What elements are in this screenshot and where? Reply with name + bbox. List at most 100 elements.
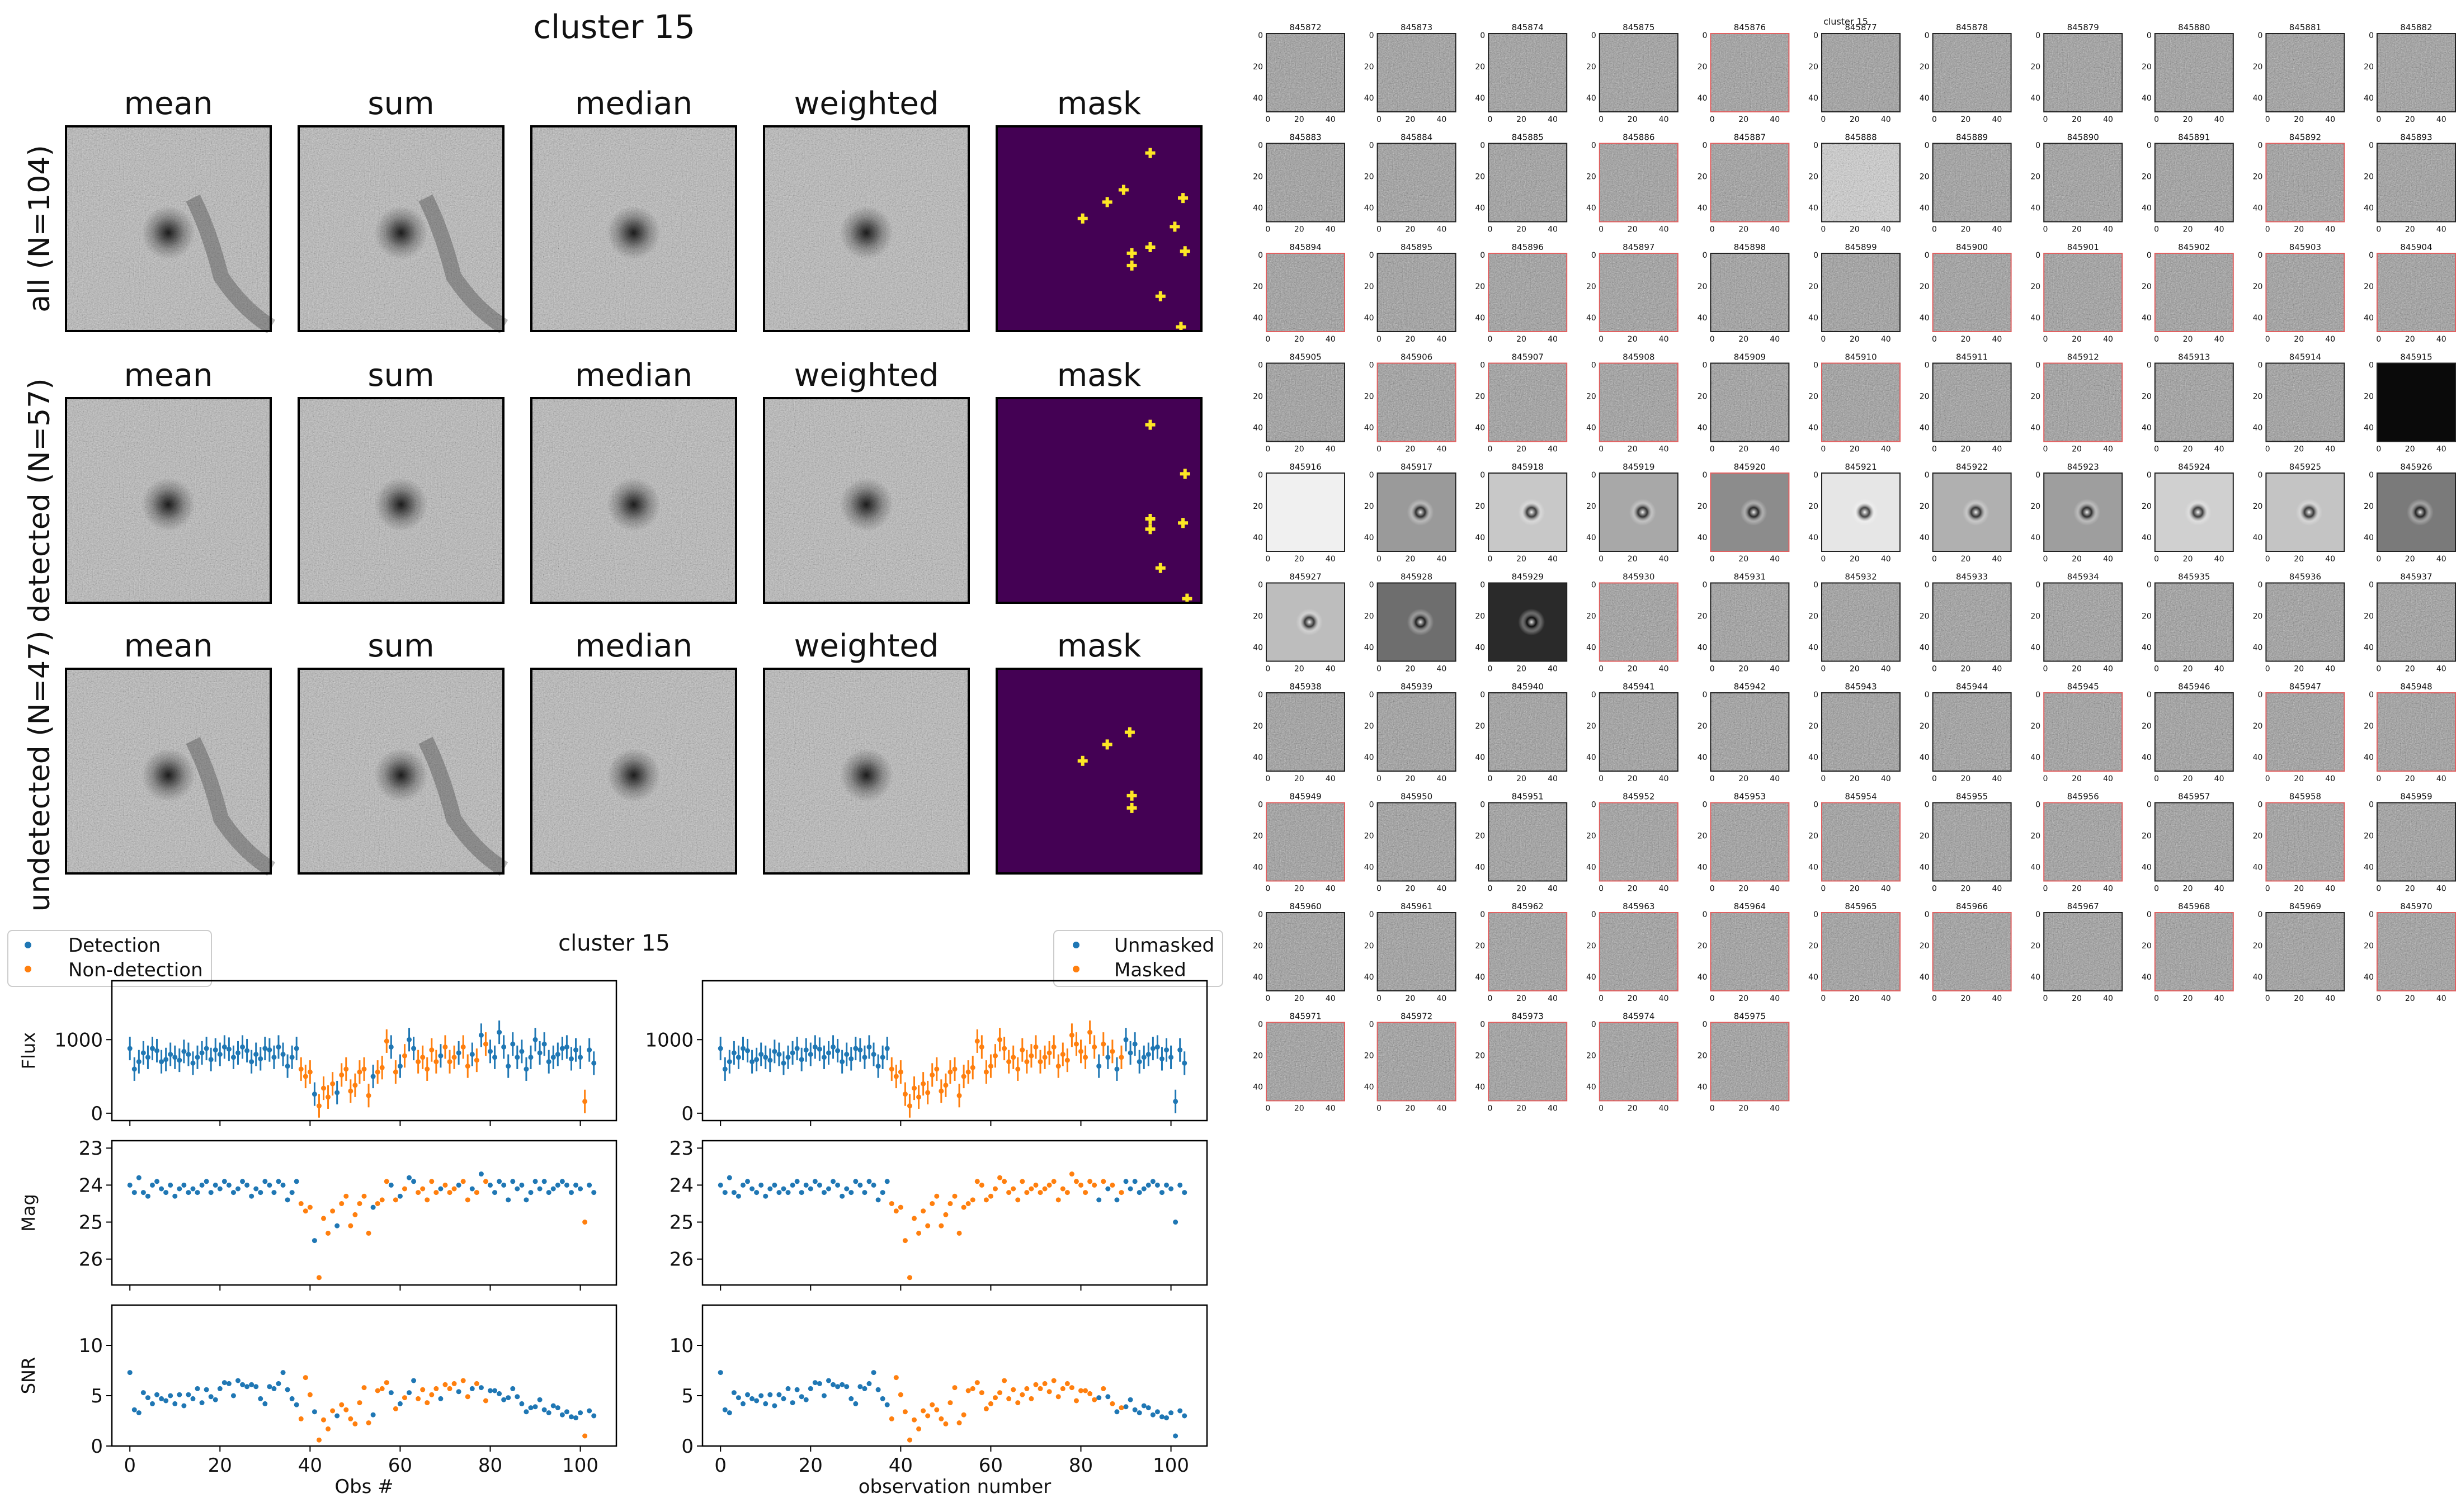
thumbnail-xtick: 40	[1992, 555, 2002, 564]
thumbnail-frame	[1488, 33, 1568, 112]
lc-point	[469, 1186, 475, 1192]
thumbnail-frame	[1821, 472, 1901, 552]
thumbnail-id: 845884	[1401, 133, 1432, 143]
thumbnail-xtick: 0	[1821, 225, 1826, 234]
thumbnail-ytick: 0	[1813, 800, 1818, 809]
thumbnail-ytick: 20	[1920, 942, 1930, 951]
thumbnail-ytick: 0	[1369, 910, 1374, 919]
thumbnail-xtick: 20	[2294, 225, 2304, 234]
thumbnail-ytick: 0	[1258, 31, 1263, 40]
thumbnail-id: 845948	[2400, 682, 2432, 692]
thumbnail-frame	[2154, 143, 2234, 223]
thumbnail-noise	[1599, 253, 1678, 332]
stack-image-grid: all (N=104)mean sum median weighted maskdete…	[23, 86, 1203, 912]
lc-point	[578, 1055, 583, 1060]
thumbnail-id: 845895	[1401, 242, 1432, 252]
thumbnail-ytick: 40	[1364, 643, 1374, 652]
thumbnail-ytick: 20	[1475, 1051, 1485, 1060]
stack-panel-frame	[763, 668, 970, 875]
lc-point	[1087, 1391, 1093, 1396]
thumbnail-xtick: 20	[1628, 1104, 1638, 1113]
thumbnail-id: 845972	[1401, 1012, 1432, 1022]
thumbnail-noise	[1599, 693, 1678, 771]
thumbnail-xtick: 20	[2405, 225, 2415, 234]
lc-ytick-label: 0	[91, 1103, 103, 1125]
lc-point	[1137, 1190, 1142, 1196]
lc-point	[1119, 1055, 1124, 1060]
thumbnail-xtick: 40	[1326, 1104, 1336, 1113]
thumbnail-ytick: 0	[1813, 361, 1818, 370]
thumbnail-xtick: 20	[1960, 885, 1970, 894]
thumbnail-ytick: 20	[1808, 172, 1818, 181]
lc-point	[285, 1197, 290, 1203]
lc-point	[871, 1052, 876, 1057]
lc-point	[465, 1394, 470, 1400]
thumbnail-ytick: 40	[1920, 973, 1930, 982]
thumbnail-ytick: 40	[2142, 314, 2152, 323]
lc-point	[1078, 1182, 1083, 1188]
thumbnail-ytick: 20	[1698, 942, 1708, 951]
thumbnail-noise	[2377, 34, 2455, 112]
thumbnail-xtick: 20	[1405, 115, 1415, 124]
thumbnail-xtick: 0	[2265, 445, 2270, 454]
thumbnail-noise	[1932, 34, 2011, 112]
lc-point	[343, 1066, 349, 1072]
thumbnail-noise	[1599, 1022, 1678, 1101]
lc-xtick-label: 40	[889, 1454, 913, 1477]
lc-point	[564, 1044, 569, 1050]
thumbnail-xtick: 40	[1770, 885, 1780, 894]
lc-point	[312, 1238, 317, 1244]
thumbnail-xtick: 40	[2214, 774, 2224, 783]
lc-point	[326, 1426, 331, 1431]
thumbnail-ytick: 40	[1698, 423, 1708, 432]
lc-xtick-label: 20	[799, 1454, 823, 1477]
stack-row-label: detected (N=57)	[23, 378, 56, 622]
lc-point	[230, 1055, 236, 1060]
lc-point	[1123, 1179, 1129, 1184]
thumbnail-ytick: 20	[1808, 282, 1818, 291]
thumbnail-xtick: 0	[1376, 445, 1382, 454]
lc-point	[722, 1407, 728, 1412]
thumbnail-xtick: 0	[1932, 335, 1937, 344]
lc-point	[1159, 1414, 1165, 1420]
thumbnail-noise	[2266, 253, 2345, 332]
thumbnail-ytick: 40	[1253, 973, 1263, 982]
lc-point	[407, 1390, 412, 1396]
thumbnail-ytick: 0	[1813, 251, 1818, 260]
lc-point	[190, 1396, 196, 1401]
lc-point	[537, 1397, 543, 1402]
thumbnail-xtick: 0	[1932, 885, 1937, 894]
thumbnail-ytick: 0	[1702, 141, 1707, 150]
lc-point	[524, 1409, 529, 1415]
lc-point	[330, 1408, 336, 1414]
thumbnail-noise	[1822, 583, 1900, 662]
lc-point	[1168, 1410, 1174, 1416]
lc-point	[844, 1186, 850, 1192]
lc-point	[438, 1053, 444, 1059]
lc-point	[1029, 1396, 1034, 1401]
lc-point	[875, 1387, 881, 1392]
thumbnail-frame	[1932, 912, 2012, 991]
thumbnail-ytick: 40	[2142, 423, 2152, 432]
lc-point	[1164, 1415, 1170, 1421]
thumbnail-ytick: 20	[2253, 63, 2263, 72]
thumbnail-ytick: 20	[1808, 502, 1818, 511]
lc-point	[326, 1230, 331, 1236]
lc-point	[1168, 1055, 1174, 1060]
thumbnail-frame	[1488, 802, 1568, 882]
thumbnail-xtick: 40	[2325, 885, 2335, 894]
lc-point	[303, 1074, 308, 1079]
thumbnail-xtick: 20	[1738, 115, 1748, 124]
thumbnail-xtick: 0	[2043, 665, 2048, 674]
lc-point	[857, 1384, 863, 1390]
lc-point	[447, 1386, 452, 1391]
thumbnail-xtick: 0	[2043, 885, 2048, 894]
thumbnail-ytick: 40	[2030, 204, 2040, 212]
thumbnail-source	[1407, 608, 1434, 636]
thumbnail-xtick: 0	[1710, 555, 1715, 564]
thumbnail-ytick: 0	[1591, 31, 1596, 40]
thumbnail-id: 845886	[1623, 133, 1654, 143]
lc-point	[370, 1074, 376, 1079]
thumbnail-xtick: 0	[1710, 335, 1715, 344]
